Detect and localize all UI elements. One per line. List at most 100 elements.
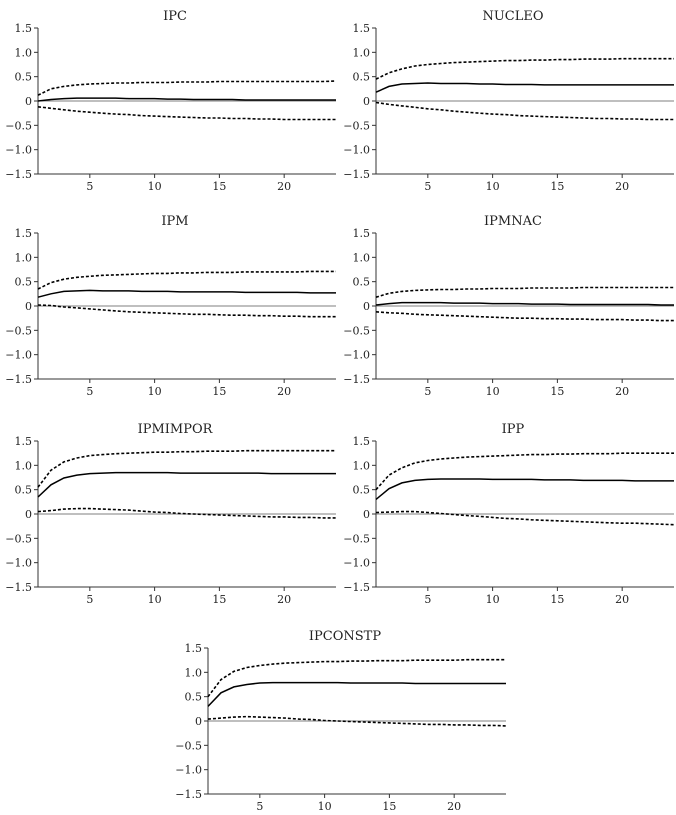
- y-tick-label: −1.0: [343, 349, 370, 362]
- series-line-upper: [207, 658, 506, 698]
- series-line-upper: [37, 270, 336, 290]
- y-tick-label: 1.0: [15, 459, 33, 472]
- x-tick-label: 5: [86, 385, 93, 398]
- y-tick-label: −1.5: [175, 788, 202, 801]
- series-line-response: [37, 471, 336, 498]
- y-tick-label: −1.5: [5, 373, 32, 386]
- x-tick-label: 15: [550, 593, 564, 606]
- series-line-lower: [375, 101, 674, 121]
- x-tick-label: 10: [148, 385, 162, 398]
- y-tick-label: 1.0: [15, 251, 33, 264]
- panel-ipp: IPP 1.5 1.0 0.5 0 −0.5 −1.0 −1.5 5 10 15…: [338, 413, 676, 606]
- series-line-upper: [375, 57, 674, 80]
- series-line-response: [375, 301, 674, 306]
- y-tick-label: −0.5: [5, 324, 32, 337]
- x-tick-label: 20: [277, 180, 291, 193]
- x-tick-label: 20: [615, 385, 629, 398]
- series-line-response: [37, 289, 336, 298]
- y-tick-label: −1.5: [343, 581, 370, 594]
- y-tick-label: 1.5: [15, 227, 33, 240]
- y-tick-label: 1.5: [185, 642, 203, 655]
- y-tick-label: −1.0: [343, 144, 370, 157]
- y-tick-label: −1.0: [175, 764, 202, 777]
- y-tick-label: 0: [363, 508, 370, 521]
- chart-nucleo: NUCLEO 1.5 1.0 0.5 0 −0.5 −1.0 −1.5 5 10…: [343, 9, 674, 193]
- y-tick-label: −1.5: [343, 373, 370, 386]
- series-line-response: [375, 82, 674, 93]
- y-tick-label: 0.5: [353, 276, 371, 289]
- x-tick-label: 10: [486, 593, 500, 606]
- y-tick-label: 1.0: [353, 251, 371, 264]
- panel-ipconstp: IPCONSTP 1.5 1.0 0.5 0 −0.5 −1.0 −1.5 5 …: [170, 620, 510, 813]
- series-line-upper: [37, 449, 336, 488]
- y-tick-label: 1.5: [15, 22, 33, 35]
- x-tick-labels: 5 10 15 20: [424, 385, 629, 398]
- x-tick-label: 10: [486, 180, 500, 193]
- y-tick-labels: 1.5 1.0 0.5 0 −0.5 −1.0 −1.5: [5, 22, 32, 181]
- x-tick-labels: 5 10 15 20: [256, 800, 461, 813]
- x-tick-label: 20: [277, 593, 291, 606]
- x-tick-label: 10: [318, 800, 332, 813]
- series-line-upper: [37, 80, 337, 96]
- y-tick-label: −0.5: [343, 119, 370, 132]
- chart-ipc: IPC 1.5 1.0 0.5 0 −0.5 −1.0 −1.5 5 10 15…: [5, 9, 337, 193]
- y-tick-labels: 1.5 1.0 0.5 0 −0.5 −1.0 −1.5: [5, 435, 32, 594]
- x-tick-label: 10: [486, 385, 500, 398]
- y-tick-label: 1.0: [185, 666, 203, 679]
- x-tick-label: 15: [382, 800, 396, 813]
- x-tick-label: 10: [148, 180, 162, 193]
- y-tick-label: 0.5: [15, 71, 33, 84]
- x-tick-label: 5: [86, 593, 93, 606]
- x-tick-labels: 5 10 15 20: [86, 385, 291, 398]
- x-tick-labels: 5 10 15 20: [86, 593, 291, 606]
- panel-ipm: IPM 1.5 1.0 0.5 0 −0.5 −1.0 −1.5 5 10 15…: [0, 205, 340, 398]
- series-line-upper: [375, 286, 674, 298]
- chart-ipmimpor: IPMIMPOR 1.5 1.0 0.5 0 −0.5 −1.0 −1.5 5 …: [5, 422, 336, 606]
- y-tick-label: −0.5: [175, 739, 202, 752]
- x-tick-label: 20: [447, 800, 461, 813]
- series-line-response: [375, 478, 674, 500]
- x-tick-label: 15: [212, 180, 226, 193]
- x-tick-label: 20: [615, 593, 629, 606]
- y-tick-label: 0.5: [353, 484, 371, 497]
- y-tick-label: 0: [363, 300, 370, 313]
- y-tick-label: 0.5: [353, 71, 371, 84]
- y-tick-label: 1.5: [353, 435, 371, 448]
- chart-title: IPM: [161, 214, 188, 229]
- x-tick-label: 15: [550, 180, 564, 193]
- chart-ipm: IPM 1.5 1.0 0.5 0 −0.5 −1.0 −1.5 5 10 15…: [5, 214, 336, 398]
- x-tick-label: 5: [86, 180, 93, 193]
- y-tick-label: 1.0: [353, 459, 371, 472]
- chart-title: IPCONSTP: [309, 629, 381, 644]
- x-tick-label: 15: [550, 385, 564, 398]
- y-tick-label: −1.5: [5, 581, 32, 594]
- series-line-lower: [37, 304, 336, 318]
- y-tick-label: 1.5: [15, 435, 33, 448]
- panel-ipmnac: IPMNAC 1.5 1.0 0.5 0 −0.5 −1.0 −1.5 5 10…: [338, 205, 676, 398]
- y-tick-label: 1.0: [353, 46, 371, 59]
- panel-ipmimpor: IPMIMPOR 1.5 1.0 0.5 0 −0.5 −1.0 −1.5 5 …: [0, 413, 340, 606]
- series-line-response: [207, 681, 506, 707]
- y-tick-label: −1.0: [5, 557, 32, 570]
- y-tick-label: 1.0: [15, 46, 33, 59]
- series-line-upper: [375, 452, 674, 491]
- series-line-response: [37, 97, 336, 102]
- series-line-lower: [375, 311, 674, 322]
- chart-title: IPP: [502, 422, 525, 437]
- y-tick-label: −0.5: [5, 119, 32, 132]
- y-tick-label: −0.5: [343, 532, 370, 545]
- x-tick-label: 10: [148, 593, 162, 606]
- y-tick-labels: 1.5 1.0 0.5 0 −0.5 −1.0 −1.5: [343, 435, 370, 594]
- y-tick-labels: 1.5 1.0 0.5 0 −0.5 −1.0 −1.5: [175, 642, 202, 801]
- y-tick-label: −1.5: [343, 168, 370, 181]
- y-tick-label: −1.0: [5, 144, 32, 157]
- y-tick-label: 1.5: [353, 227, 371, 240]
- y-tick-labels: 1.5 1.0 0.5 0 −0.5 −1.0 −1.5: [343, 22, 370, 181]
- x-tick-label: 5: [256, 800, 263, 813]
- panel-nucleo: NUCLEO 1.5 1.0 0.5 0 −0.5 −1.0 −1.5 5 10…: [338, 0, 676, 193]
- x-tick-labels: 5 10 15 20: [424, 593, 629, 606]
- x-tick-label: 5: [424, 593, 431, 606]
- y-tick-label: 0: [195, 715, 202, 728]
- y-tick-label: 0.5: [185, 691, 203, 704]
